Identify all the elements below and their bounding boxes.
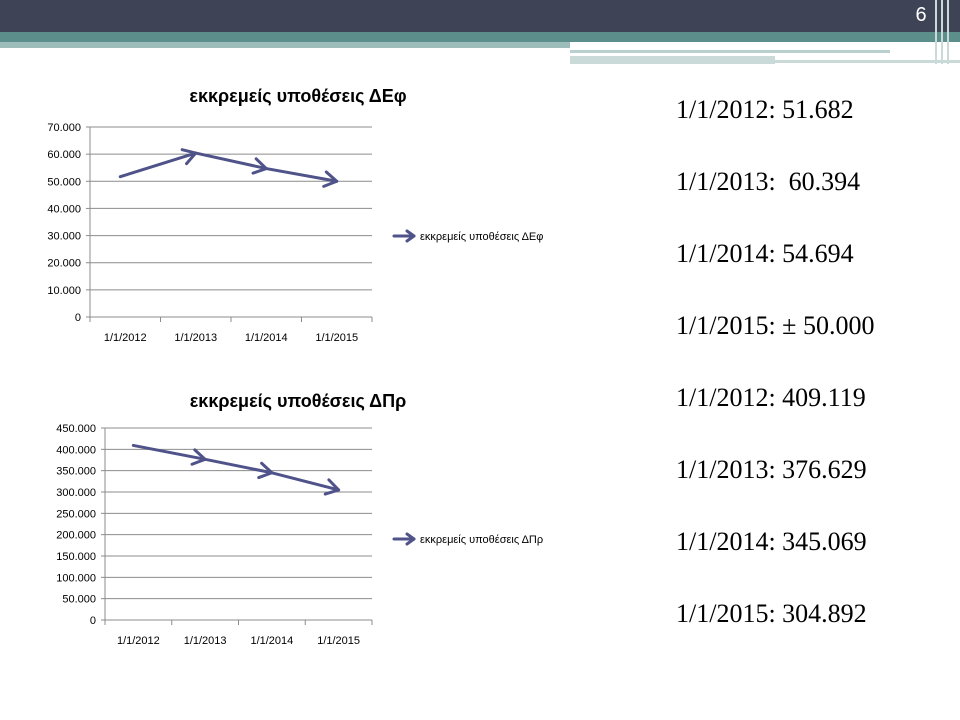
stat-item: 1/1/2012: 409.119 [676,383,866,412]
series-segment [131,443,207,461]
series-segment [203,457,274,475]
x-tick-label: 1/1/2014 [250,635,293,647]
legend-label: εκκρεμείς υποθέσεις ΔΕφ [420,231,543,243]
y-tick-label: 350.000 [56,466,96,478]
stat-item: 1/1/2015: 304.892 [676,599,867,628]
y-tick-label: 70.000 [47,122,81,134]
y-tick-label: 0 [90,615,96,627]
stat-item: 1/1/2013: 376.629 [676,455,867,484]
y-tick-label: 40.000 [47,203,81,215]
title-bar [0,0,960,32]
decor-band [570,56,775,64]
series-segment [194,151,268,171]
legend-arrow-icon [405,532,416,546]
y-tick-label: 400.000 [56,444,96,456]
legend-label: εκκρεμείς υποθέσεις ΔΠρ [420,534,543,546]
y-tick-label: 10.000 [47,285,81,297]
x-tick-label: 1/1/2015 [317,635,360,647]
decor-band [0,32,960,42]
series-segment [264,167,339,183]
decor-line [935,0,937,64]
series-segment [270,471,341,492]
x-tick-label: 1/1/2015 [315,332,358,344]
decor-band [775,60,960,63]
stat-item: 1/1/2014: 345.069 [676,527,867,556]
y-tick-label: 150.000 [56,551,96,563]
y-tick-label: 250.000 [56,508,96,520]
data-point-arrow [323,478,341,496]
decor-line [947,0,949,64]
x-tick-label: 1/1/2013 [174,332,217,344]
y-tick-label: 50.000 [62,594,96,606]
x-tick-label: 1/1/2012 [104,332,147,344]
decor-band [570,50,890,53]
decor-line [941,0,943,64]
chart-dpr: εκκρεμείς υποθέσεις ΔΠρ 0 50.000 100.000 150… [0,378,640,668]
chart-title: εκκρεμείς υποθέσεις ΔΠρ [190,391,406,411]
stat-item: 1/1/2013: 60.394 [676,167,861,196]
y-tick-label: 0 [75,312,81,324]
stat-item: 1/1/2012: 51.682 [676,95,854,124]
chart-dpr-svg: εκκρεμείς υποθέσεις ΔΠρ 0 50.000 100.000 150… [56,391,543,647]
y-tick-label: 300.000 [56,487,96,499]
y-tick-label: 30.000 [47,231,81,243]
x-tick-label: 1/1/2014 [245,332,288,344]
series-segment [118,151,198,179]
decor-band [0,42,570,48]
y-tick-label: 200.000 [56,530,96,542]
y-tick-label: 450.000 [56,423,96,435]
y-tick-label: 50.000 [47,176,81,188]
chart-def: εκκρεμείς υποθέσεις ΔΕφ 0 10.000 20.000 30.0… [0,72,640,362]
stat-item: 1/1/2015: ± 50.000 [676,311,875,340]
y-tick-label: 100.000 [56,572,96,584]
y-tick-label: 60.000 [47,149,81,161]
legend-arrow-icon [405,229,416,243]
chart-title: εκκρεμείς υποθέσεις ΔΕφ [189,86,406,106]
chart-def-svg: εκκρεμείς υποθέσεις ΔΕφ 0 10.000 20.000 30.0… [47,86,543,344]
slide-number: 6 [915,4,927,26]
stat-item: 1/1/2014: 54.694 [676,239,854,268]
y-tick-label: 20.000 [47,258,81,270]
x-tick-label: 1/1/2012 [117,635,160,647]
x-tick-label: 1/1/2013 [184,635,227,647]
stats-list: 1/1/2012: 51.682 1/1/2013: 60.394 1/1/20… [676,92,946,668]
data-point-arrow [322,170,339,188]
